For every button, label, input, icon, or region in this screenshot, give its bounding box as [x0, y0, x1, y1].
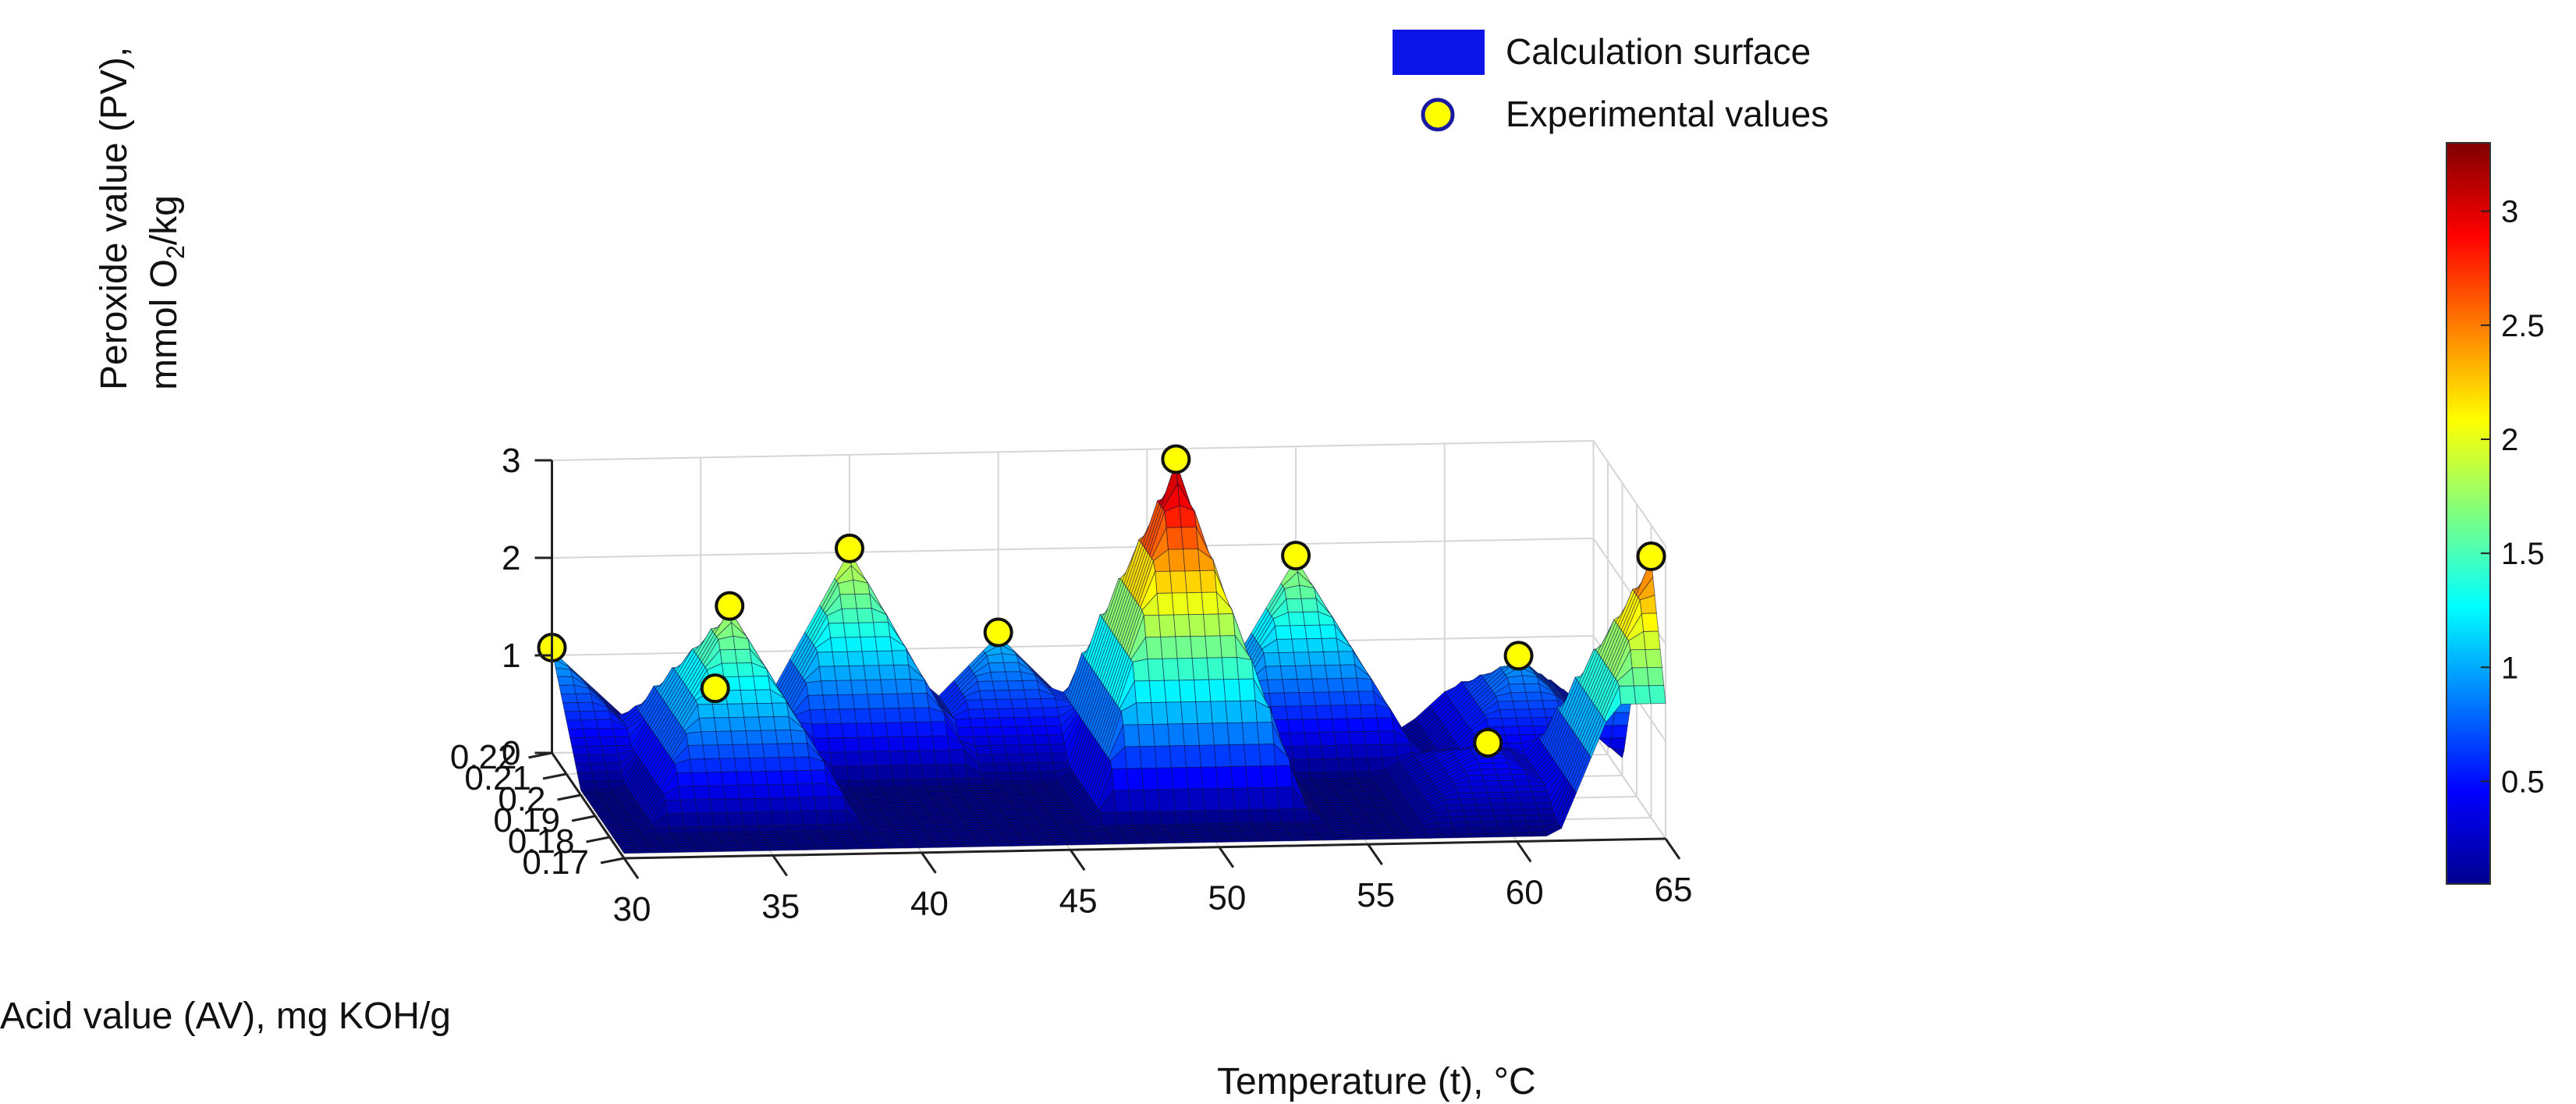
legend-surface-swatch [1393, 30, 1485, 75]
y-tick-label: 0.18 [508, 822, 575, 861]
experimental-point [1281, 541, 1311, 571]
experimental-point [834, 533, 864, 563]
axes: 0 1 2 3 0.170.180.190.20.210.22 30 35 40 45 50 55 6… [450, 442, 1693, 928]
x-tick-label: 45 [1059, 882, 1098, 920]
calculation-surface [551, 462, 1666, 854]
colorbar-tick-label: 1.5 [2501, 537, 2545, 571]
experimental-point [700, 673, 730, 704]
colorbar-tick-label: 2 [2501, 423, 2518, 457]
x-tick-label: 55 [1357, 876, 1395, 914]
z-label-subscript: 2 [161, 245, 190, 259]
experimental-point [715, 591, 745, 621]
y-tick-label: 0.2 [498, 780, 545, 818]
y-axis-label: Acid value (AV), mg KOH/g [0, 996, 451, 1037]
legend: Calculation surface Experimental values [1393, 30, 1829, 134]
legend-point-label: Experimental values [1506, 94, 1829, 134]
colorbar-tick-label: 1 [2501, 651, 2518, 685]
experimental-points [537, 444, 1666, 758]
legend-surface-label: Calculation surface [1506, 31, 1811, 72]
y-tick-label: 0.17 [522, 843, 589, 882]
x-tick-label: 60 [1506, 874, 1544, 912]
x-tick-label: 50 [1208, 879, 1246, 918]
y-tick-label: 0.21 [464, 759, 531, 797]
experimental-point [1503, 641, 1534, 671]
x-tick-label: 35 [761, 887, 800, 925]
z-label-suffix: /kg [144, 195, 185, 245]
experimental-point [1161, 444, 1191, 474]
legend-point-marker [1421, 98, 1455, 132]
experimental-point [983, 617, 1013, 648]
y-tick-label: 0.19 [493, 801, 560, 840]
z-tick-label: 2 [502, 539, 520, 577]
colorbar-tick-label: 0.5 [2501, 765, 2545, 799]
z-tick-label: 0 [502, 734, 520, 772]
colorbar: 0.5 1 1.5 2 2.5 3 [2446, 142, 2545, 885]
y-tick-label: 0.22 [450, 738, 517, 776]
experimental-point [1473, 728, 1503, 758]
z-axis-label-line2: mmol O2/kg [144, 195, 190, 390]
z-tick-label: 3 [502, 442, 520, 480]
x-tick-label: 65 [1655, 871, 1693, 909]
colorbar-tick-label: 3 [2501, 195, 2518, 229]
z-axis-label-line1: Peroxide value (PV), [94, 47, 135, 390]
z-label-prefix: mmol O [144, 259, 185, 390]
x-axis-label: Temperature (t), °C [1217, 1061, 1536, 1102]
colorbar-tick-label: 2.5 [2501, 309, 2545, 343]
z-tick-label: 1 [502, 637, 520, 675]
x-tick-label: 30 [613, 890, 651, 928]
x-tick-label: 40 [910, 885, 949, 923]
experimental-point [1636, 541, 1666, 571]
colorbar-gradient [2446, 142, 2491, 885]
